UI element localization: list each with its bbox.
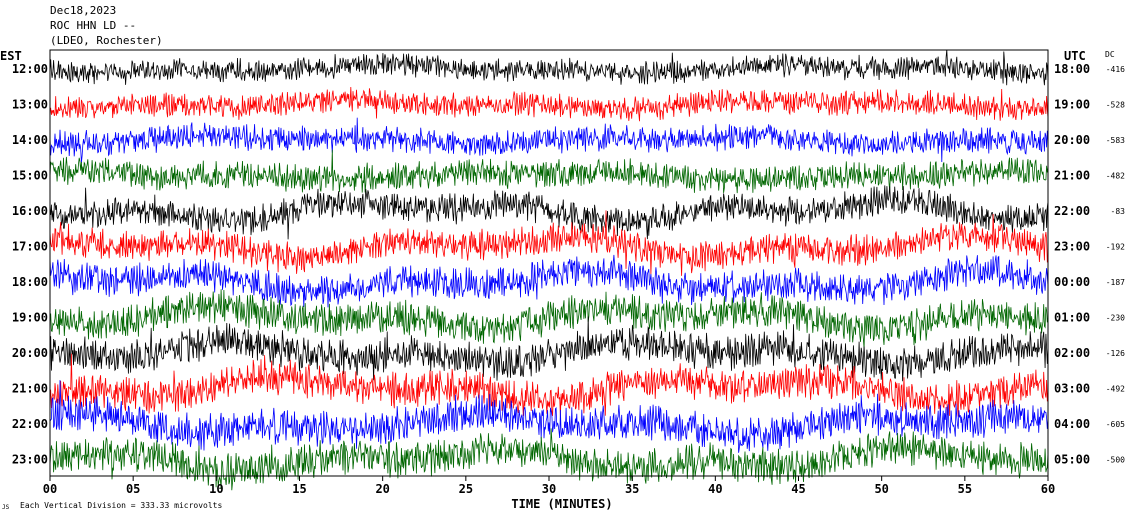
x-tick-label: 30: [542, 482, 556, 496]
x-tick-label: 25: [459, 482, 473, 496]
est-hour-label: 17:00: [12, 240, 48, 254]
utc-hour-label: 19:00: [1054, 98, 1090, 112]
x-tick-label: 05: [126, 482, 140, 496]
dc-offset-label: -583: [1106, 136, 1125, 145]
trace-line: [49, 316, 1049, 382]
dc-offset-label: -126: [1106, 349, 1125, 358]
utc-hour-label: 22:00: [1054, 204, 1090, 218]
dc-offset-label: -187: [1106, 278, 1125, 287]
axis-label-group: 12:00 18:00 -416 13:00 19:00 -528 14:00 20:00 -5…: [12, 62, 1125, 496]
trace-line: [49, 254, 1049, 308]
est-hour-label: 14:00: [12, 133, 48, 147]
x-tick-label: 40: [708, 482, 722, 496]
dc-offset-label: -605: [1106, 420, 1125, 429]
utc-hour-label: 21:00: [1054, 169, 1090, 183]
est-hour-label: 23:00: [12, 453, 48, 467]
x-tick-label: 35: [625, 482, 639, 496]
dc-column-label: DC: [1105, 50, 1115, 59]
x-tick-label: 00: [43, 482, 57, 496]
dc-offset-label: -528: [1106, 101, 1125, 110]
utc-hour-label: 18:00: [1054, 62, 1090, 76]
est-hour-label: 22:00: [12, 417, 48, 431]
utc-axis-label: UTC: [1064, 49, 1086, 63]
trace-group: [49, 49, 1049, 491]
trace-line: [49, 149, 1049, 194]
header-station: ROC HHN LD --: [50, 19, 137, 32]
header-date: Dec18,2023: [50, 4, 117, 17]
dc-offset-label: -416: [1106, 65, 1125, 74]
x-tick-label: 45: [791, 482, 805, 496]
dc-offset-label: -492: [1106, 385, 1125, 394]
dc-offset-label: -482: [1106, 172, 1125, 181]
x-tick-label: 15: [292, 482, 306, 496]
est-hour-label: 16:00: [12, 204, 48, 218]
dc-offset-label: -230: [1106, 314, 1125, 323]
x-tick-label: 55: [958, 482, 972, 496]
est-hour-label: 21:00: [12, 382, 48, 396]
dc-offset-label: -500: [1106, 456, 1125, 465]
trace-line: [49, 380, 1049, 453]
trace-line: [49, 117, 1049, 163]
trace-line: [49, 210, 1049, 276]
utc-hour-label: 02:00: [1054, 346, 1090, 360]
utc-hour-label: 23:00: [1054, 240, 1090, 254]
x-tick-label: 20: [375, 482, 389, 496]
dc-offset-label: -83: [1111, 207, 1126, 216]
utc-hour-label: 01:00: [1054, 311, 1090, 325]
header-location: (LDEO, Rochester): [50, 34, 163, 47]
x-tick-label: 50: [874, 482, 888, 496]
x-axis-title: TIME (MINUTES): [511, 497, 612, 511]
x-tick-label: 10: [209, 482, 223, 496]
utc-hour-label: 20:00: [1054, 133, 1090, 147]
trace-line: [49, 353, 1049, 417]
est-axis-label: EST: [0, 49, 22, 63]
trace-line: [49, 289, 1049, 350]
est-hour-label: 19:00: [12, 311, 48, 325]
x-tick-label: 60: [1041, 482, 1055, 496]
scale-note: Each Vertical Division = 333.33 microvol…: [20, 501, 222, 510]
trace-line: [50, 86, 1049, 122]
est-hour-label: 20:00: [12, 346, 48, 360]
logo-mark: JS: [2, 504, 10, 511]
est-hour-label: 13:00: [12, 98, 48, 112]
utc-hour-label: 03:00: [1054, 382, 1090, 396]
utc-hour-label: 04:00: [1054, 417, 1090, 431]
utc-hour-label: 00:00: [1054, 275, 1090, 289]
trace-line: [49, 185, 1049, 240]
trace-line: [49, 49, 1049, 86]
est-hour-label: 18:00: [12, 275, 48, 289]
dc-offset-label: -192: [1106, 243, 1125, 252]
est-hour-label: 15:00: [12, 169, 48, 183]
utc-hour-label: 05:00: [1054, 453, 1090, 467]
est-hour-label: 12:00: [12, 62, 48, 76]
